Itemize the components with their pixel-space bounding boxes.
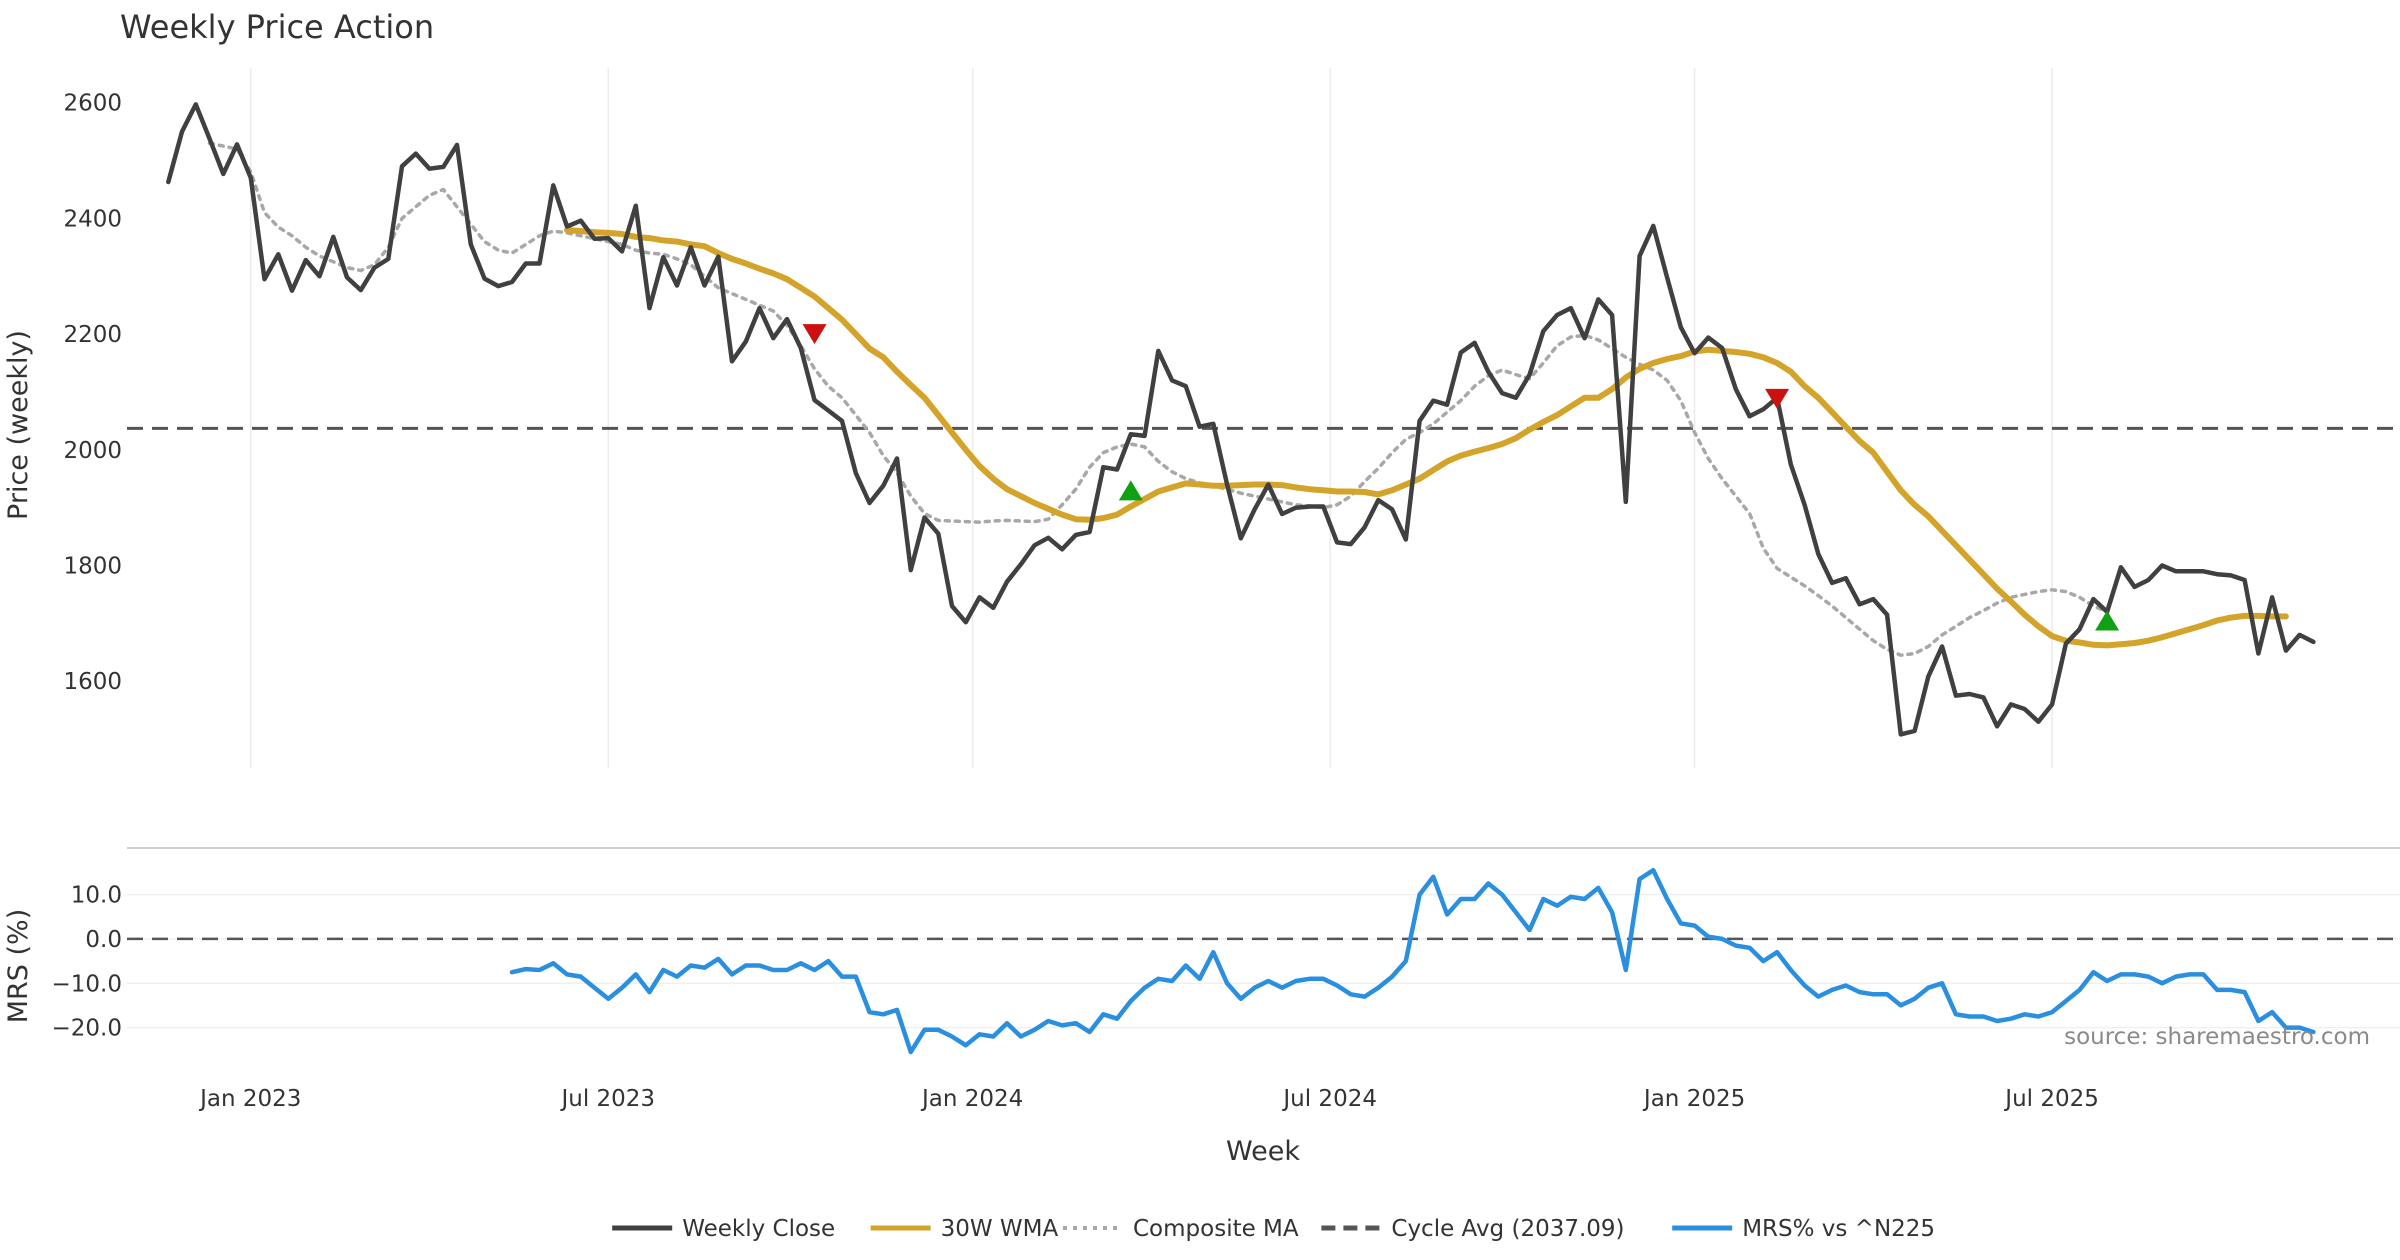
legend-item: Weekly Close [612,1216,835,1242]
series-mrs-line [509,867,2316,1055]
x-tick-label: Jan 2023 [198,1086,301,1112]
x-tick-label: Jul 2024 [1281,1086,1377,1112]
price-y-tick-label: 2000 [63,438,122,464]
legend-item: Cycle Avg (2037.09) [1321,1216,1625,1242]
legend-item: MRS% vs ^N225 [1672,1216,1935,1242]
price-y-tick-label: 1600 [63,669,122,695]
x-axis-label: Week [1226,1136,1300,1167]
price-y-tick-label: 1800 [63,554,122,580]
price-grid [250,68,2053,768]
legend-label: Composite MA [1133,1216,1299,1242]
legend-label: 30W WMA [941,1216,1059,1242]
buy-signal-marker [1118,480,1143,501]
signal-markers [802,324,2120,631]
x-tick-label: Jan 2024 [920,1086,1023,1112]
x-tick-labels: Jan 2023 Jul 2023 Jan 2024 Jul 2024 Jan 2025… [198,1086,2099,1112]
series-30w-wma-line [564,227,2289,649]
legend: Weekly Close 30W WMA Composite MA Cycle Avg… [612,1216,1935,1242]
price-y-tick-label: 2600 [63,91,122,117]
price-y-ticks: 1600 1800 2000 2200 2400 2600 [63,91,122,696]
price-series [166,102,2316,737]
chart-title: Weekly Price Action [120,8,434,46]
mrs-y-tick-label: −20.0 [52,1016,122,1042]
mrs-y-tick-label: 10.0 [71,883,122,909]
mrs-y-tick-label: 0.0 [85,927,122,953]
mrs-y-ticks: 10.0 0.0 −10.0 −20.0 [52,883,122,1042]
mrs-series [509,867,2316,1055]
source-attribution: source: sharemaestro.com [2064,1024,2370,1050]
legend-label: Cycle Avg (2037.09) [1391,1216,1624,1242]
legend-item: 30W WMA [870,1216,1059,1242]
price-y-tick-label: 2200 [63,322,122,348]
mrs-y-tick-label: −10.0 [52,971,122,997]
sell-signal-marker [802,324,827,345]
x-tick-label: Jul 2025 [2003,1086,2099,1112]
series-weekly-close-line [166,102,2316,737]
sell-signal-marker [1765,388,1790,409]
legend-label: MRS% vs ^N225 [1742,1216,1935,1242]
price-y-axis-label: Price (weekly) [3,330,34,520]
buy-signal-marker [2095,610,2120,631]
series-composite-ma-line [207,141,2109,657]
x-tick-label: Jan 2025 [1642,1086,1745,1112]
legend-item: Composite MA [1063,1216,1299,1242]
x-tick-label: Jul 2023 [559,1086,655,1112]
price-y-tick-label: 2400 [63,206,122,232]
mrs-y-axis-label: MRS (%) [3,909,34,1024]
legend-label: Weekly Close [682,1216,835,1242]
